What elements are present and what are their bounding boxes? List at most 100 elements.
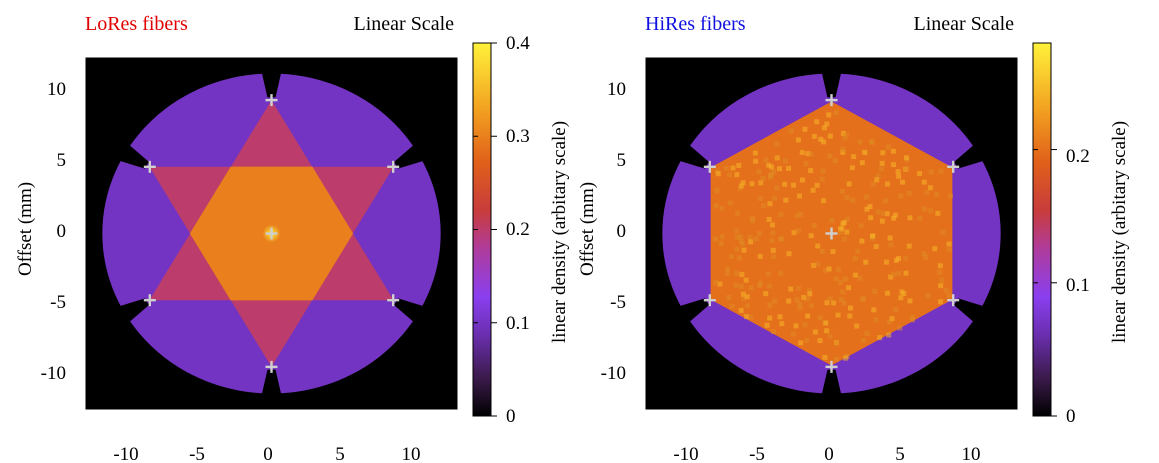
x-tick-label: 0 xyxy=(263,444,273,463)
y-tick-label: 10 xyxy=(47,79,66,100)
noise-cell xyxy=(727,200,733,206)
noise-cell xyxy=(923,254,929,260)
noise-cell xyxy=(798,211,804,217)
noise-cell xyxy=(870,181,876,187)
noise-cell xyxy=(769,222,775,228)
y-tick-label: 0 xyxy=(617,221,627,242)
noise-cell xyxy=(843,355,849,361)
y-tick-label: -10 xyxy=(601,363,626,384)
noise-cell xyxy=(734,228,740,234)
noise-cell xyxy=(850,197,856,203)
fiber-gap xyxy=(664,298,710,332)
heatmap-plot xyxy=(85,57,458,410)
colorbar: 0.4 0.3 0.2 0.1 0 linear density (arbita… xyxy=(472,33,570,427)
x-tick-labels: -10 -5 0 5 10 xyxy=(673,444,980,463)
lores-panel: LoRes fibers Linear Scale 10 5 0 -5 -10 … xyxy=(15,13,570,463)
noise-cell xyxy=(871,307,877,313)
noise-cell xyxy=(889,316,895,322)
noise-cell xyxy=(749,216,755,222)
x-tick-label: -10 xyxy=(673,444,698,463)
noise-cell xyxy=(766,216,772,222)
noise-cell xyxy=(846,181,852,187)
noise-cell xyxy=(817,315,823,321)
y-tick-labels: 10 5 0 -5 -10 xyxy=(601,79,626,384)
noise-cell xyxy=(812,329,818,335)
noise-cell xyxy=(943,287,949,293)
noise-cell xyxy=(862,149,868,155)
noise-cell xyxy=(756,231,762,237)
noise-cell xyxy=(748,314,754,320)
noise-cell xyxy=(753,158,759,164)
heatmap-area xyxy=(646,58,1017,409)
noise-cell xyxy=(823,320,829,326)
heatmap-area xyxy=(86,58,457,409)
x-tick-label: 10 xyxy=(402,444,421,463)
noise-cell xyxy=(805,151,811,157)
noise-cell xyxy=(938,299,944,305)
noise-cell xyxy=(734,234,740,240)
noise-cell xyxy=(713,280,719,286)
noise-cell xyxy=(767,283,773,289)
noise-cell xyxy=(904,165,910,171)
noise-cell xyxy=(888,274,894,280)
fiber-gap xyxy=(953,298,999,332)
y-axis-label: Offset (mm) xyxy=(15,182,36,276)
noise-cell xyxy=(938,168,944,174)
noise-cell xyxy=(900,179,906,185)
noise-cell xyxy=(884,290,890,296)
noise-cell xyxy=(879,218,885,224)
noise-cell xyxy=(795,137,801,143)
noise-cell xyxy=(835,312,841,318)
noise-cell xyxy=(909,314,915,320)
panel-title: LoRes fibers xyxy=(85,13,188,35)
noise-cell xyxy=(815,261,821,267)
noise-cell xyxy=(873,317,879,323)
noise-cell xyxy=(748,239,754,245)
noise-cell xyxy=(924,190,930,196)
colorbar-tick-label: 0 xyxy=(506,406,516,427)
noise-cell xyxy=(713,203,719,209)
noise-cell xyxy=(796,285,802,291)
noise-cell xyxy=(928,208,934,214)
noise-cell xyxy=(819,176,825,182)
colorbar-tick-label: 0.1 xyxy=(506,313,530,334)
noise-cell xyxy=(864,330,870,336)
noise-cell xyxy=(886,332,892,338)
x-tick-label: 10 xyxy=(962,444,981,463)
noise-cell xyxy=(880,150,886,156)
noise-cell xyxy=(818,136,824,142)
noise-cell xyxy=(811,133,817,139)
noise-cell xyxy=(733,270,739,276)
noise-cell xyxy=(821,198,827,204)
noise-cell xyxy=(833,110,839,116)
noise-cell xyxy=(891,271,897,277)
colorbar-tick-label: 0.3 xyxy=(506,126,530,147)
noise-cell xyxy=(892,212,898,218)
noise-cell xyxy=(849,165,855,171)
fiber-marker xyxy=(265,360,278,373)
noise-cell xyxy=(786,298,792,304)
noise-cell xyxy=(832,158,838,164)
x-tick-label: -5 xyxy=(189,444,205,463)
noise-cell xyxy=(819,248,825,254)
noise-cell xyxy=(747,235,753,241)
noise-cell xyxy=(740,291,746,297)
noise-cell xyxy=(771,195,777,201)
noise-cell xyxy=(917,215,923,221)
colorbar: 0.2 0.1 0 linear density (arbitary scale… xyxy=(1032,42,1130,427)
noise-cell xyxy=(842,236,848,242)
noise-cell xyxy=(763,157,769,163)
noise-cell xyxy=(767,174,773,180)
noise-cell xyxy=(807,291,813,297)
noise-cell xyxy=(783,158,789,164)
fiber-marker xyxy=(265,94,278,107)
noise-cell xyxy=(875,173,881,179)
noise-cell xyxy=(719,205,725,211)
noise-cell xyxy=(852,272,858,278)
noise-cell xyxy=(864,194,870,200)
noise-cell xyxy=(723,166,729,172)
noise-cell xyxy=(783,197,789,203)
noise-cell xyxy=(810,187,816,193)
noise-cell xyxy=(946,241,952,247)
noise-cell xyxy=(794,297,800,303)
